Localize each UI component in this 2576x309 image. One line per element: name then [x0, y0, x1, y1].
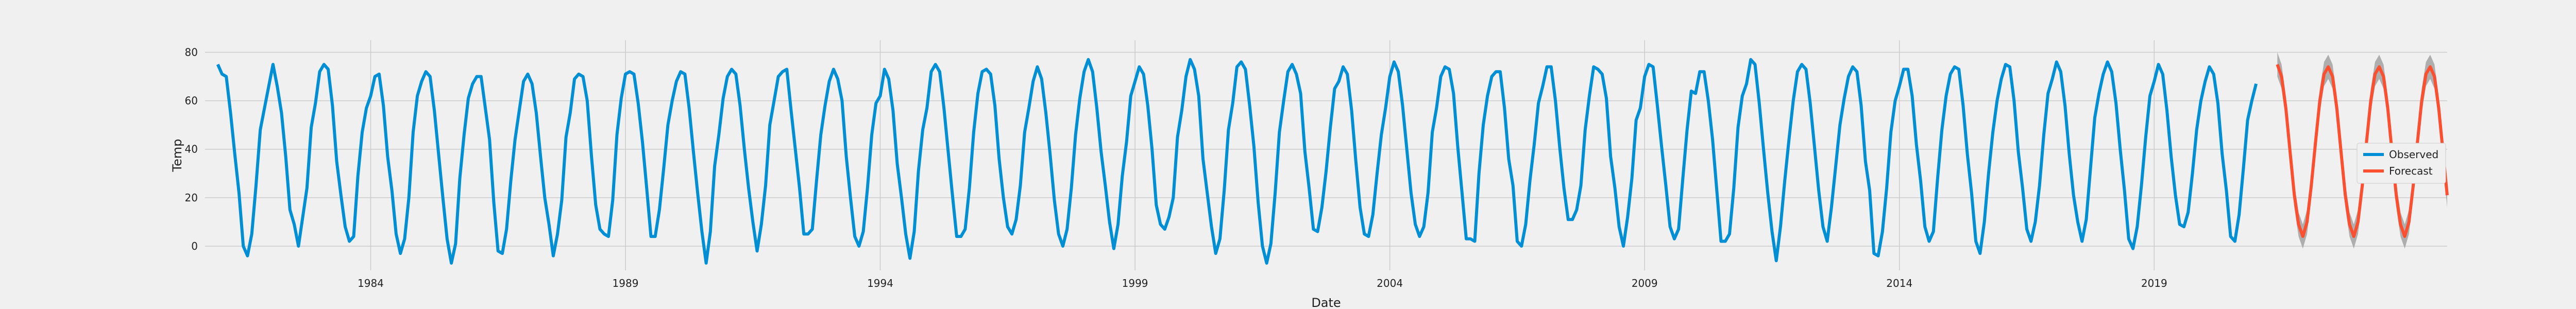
x-tick-label: 1994 [867, 277, 893, 289]
x-axis-label: Date [1311, 296, 1341, 309]
y-tick-label: 0 [191, 240, 198, 252]
x-tick-label: 1989 [613, 277, 639, 289]
x-tick-label: 2009 [1632, 277, 1658, 289]
y-tick-label: 40 [185, 143, 198, 156]
x-tick-label: 1984 [358, 277, 384, 289]
series-layer [216, 58, 2449, 265]
x-tick-label: 2004 [1377, 277, 1403, 289]
y-axis-label: Temp [170, 139, 184, 173]
series-line-forecast [2276, 64, 2449, 238]
x-tick-label: 2019 [2141, 277, 2167, 289]
y-tick-label: 20 [185, 192, 198, 204]
legend-label-forecast: Forecast [2389, 165, 2433, 177]
series-line-observed [216, 58, 2258, 265]
legend-label-observed: Observed [2389, 148, 2438, 161]
y-tick-label: 60 [185, 95, 198, 107]
legend: Observed Forecast [2357, 143, 2446, 184]
x-tick-label: 2014 [1886, 277, 1912, 289]
tick-labels: 1984 1989 1994 1999 2004 2009 2014 2019 0 20 40 60 8… [185, 46, 2167, 289]
y-tick-label: 80 [185, 46, 198, 59]
x-tick-label: 1999 [1122, 277, 1148, 289]
